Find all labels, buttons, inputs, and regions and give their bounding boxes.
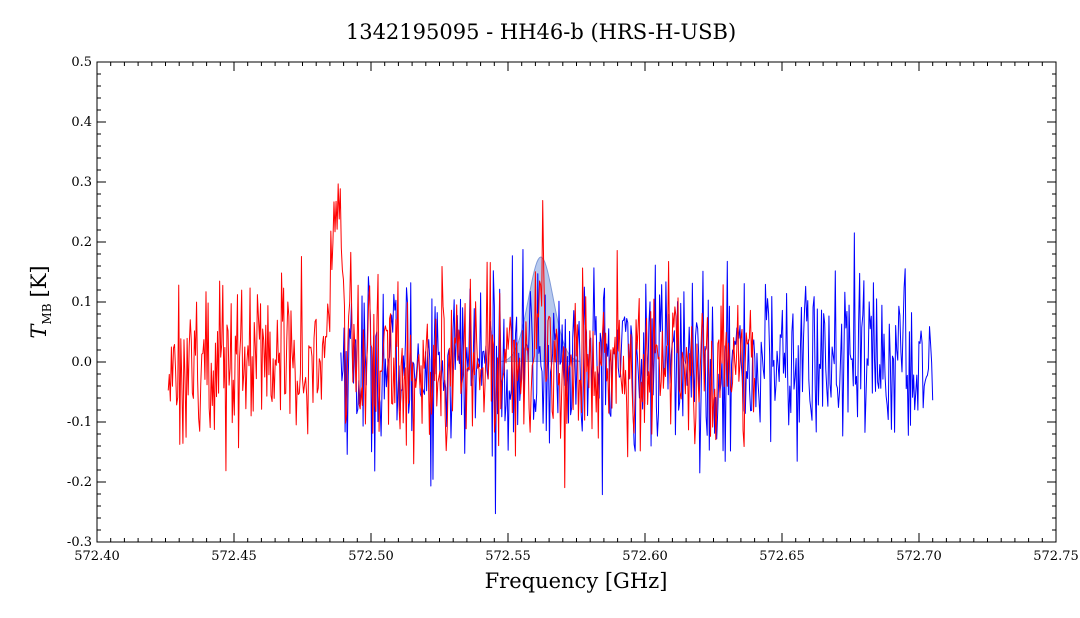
y-tick-label: 0.0 xyxy=(71,355,92,370)
chart-title: 1342195095 - HH46-b (HRS-H-USB) xyxy=(346,20,736,44)
svg-text:TMB[K]: TMB [K] xyxy=(27,265,54,338)
y-tick-label: 0.3 xyxy=(71,175,92,190)
x-axis-label: Frequency [GHz] xyxy=(485,569,668,593)
y-axis: -0.3 -0.2 -0.1 0.0 0.1 0.2 0.3 0.4 0.5 xyxy=(67,55,1056,550)
x-tick-label: 572.55 xyxy=(485,549,531,564)
series-line-1 xyxy=(167,183,756,489)
y-tick-label: -0.2 xyxy=(67,475,92,490)
plot-area xyxy=(167,183,934,515)
y-axis-label-unit: [K] xyxy=(27,265,51,297)
y-axis-label: TMB [K] xyxy=(27,265,54,338)
y-tick-label: 0.1 xyxy=(71,295,92,310)
x-axis: 572.40 572.45 572.50 572.55 572.60 572.65 572.… xyxy=(74,62,1079,564)
x-tick-label: 572.40 xyxy=(74,549,120,564)
x-tick-label: 572.60 xyxy=(622,549,668,564)
series-line-0 xyxy=(340,232,934,515)
x-tick-label: 572.75 xyxy=(1033,549,1079,564)
y-tick-label: 0.4 xyxy=(71,115,92,130)
x-tick-label: 572.65 xyxy=(759,549,805,564)
y-axis-label-symbol: T xyxy=(27,323,51,339)
series-layer xyxy=(167,183,934,515)
plot-frame xyxy=(96,61,1057,543)
y-tick-label: 0.2 xyxy=(71,235,92,250)
x-tick-label: 572.45 xyxy=(211,549,257,564)
y-tick-label: -0.1 xyxy=(67,415,92,430)
y-tick-label: -0.3 xyxy=(67,535,92,550)
y-tick-label: 0.5 xyxy=(71,55,92,70)
x-tick-label: 572.70 xyxy=(896,549,942,564)
x-tick-label: 572.50 xyxy=(348,549,394,564)
y-axis-label-subscript: MB xyxy=(40,303,54,324)
